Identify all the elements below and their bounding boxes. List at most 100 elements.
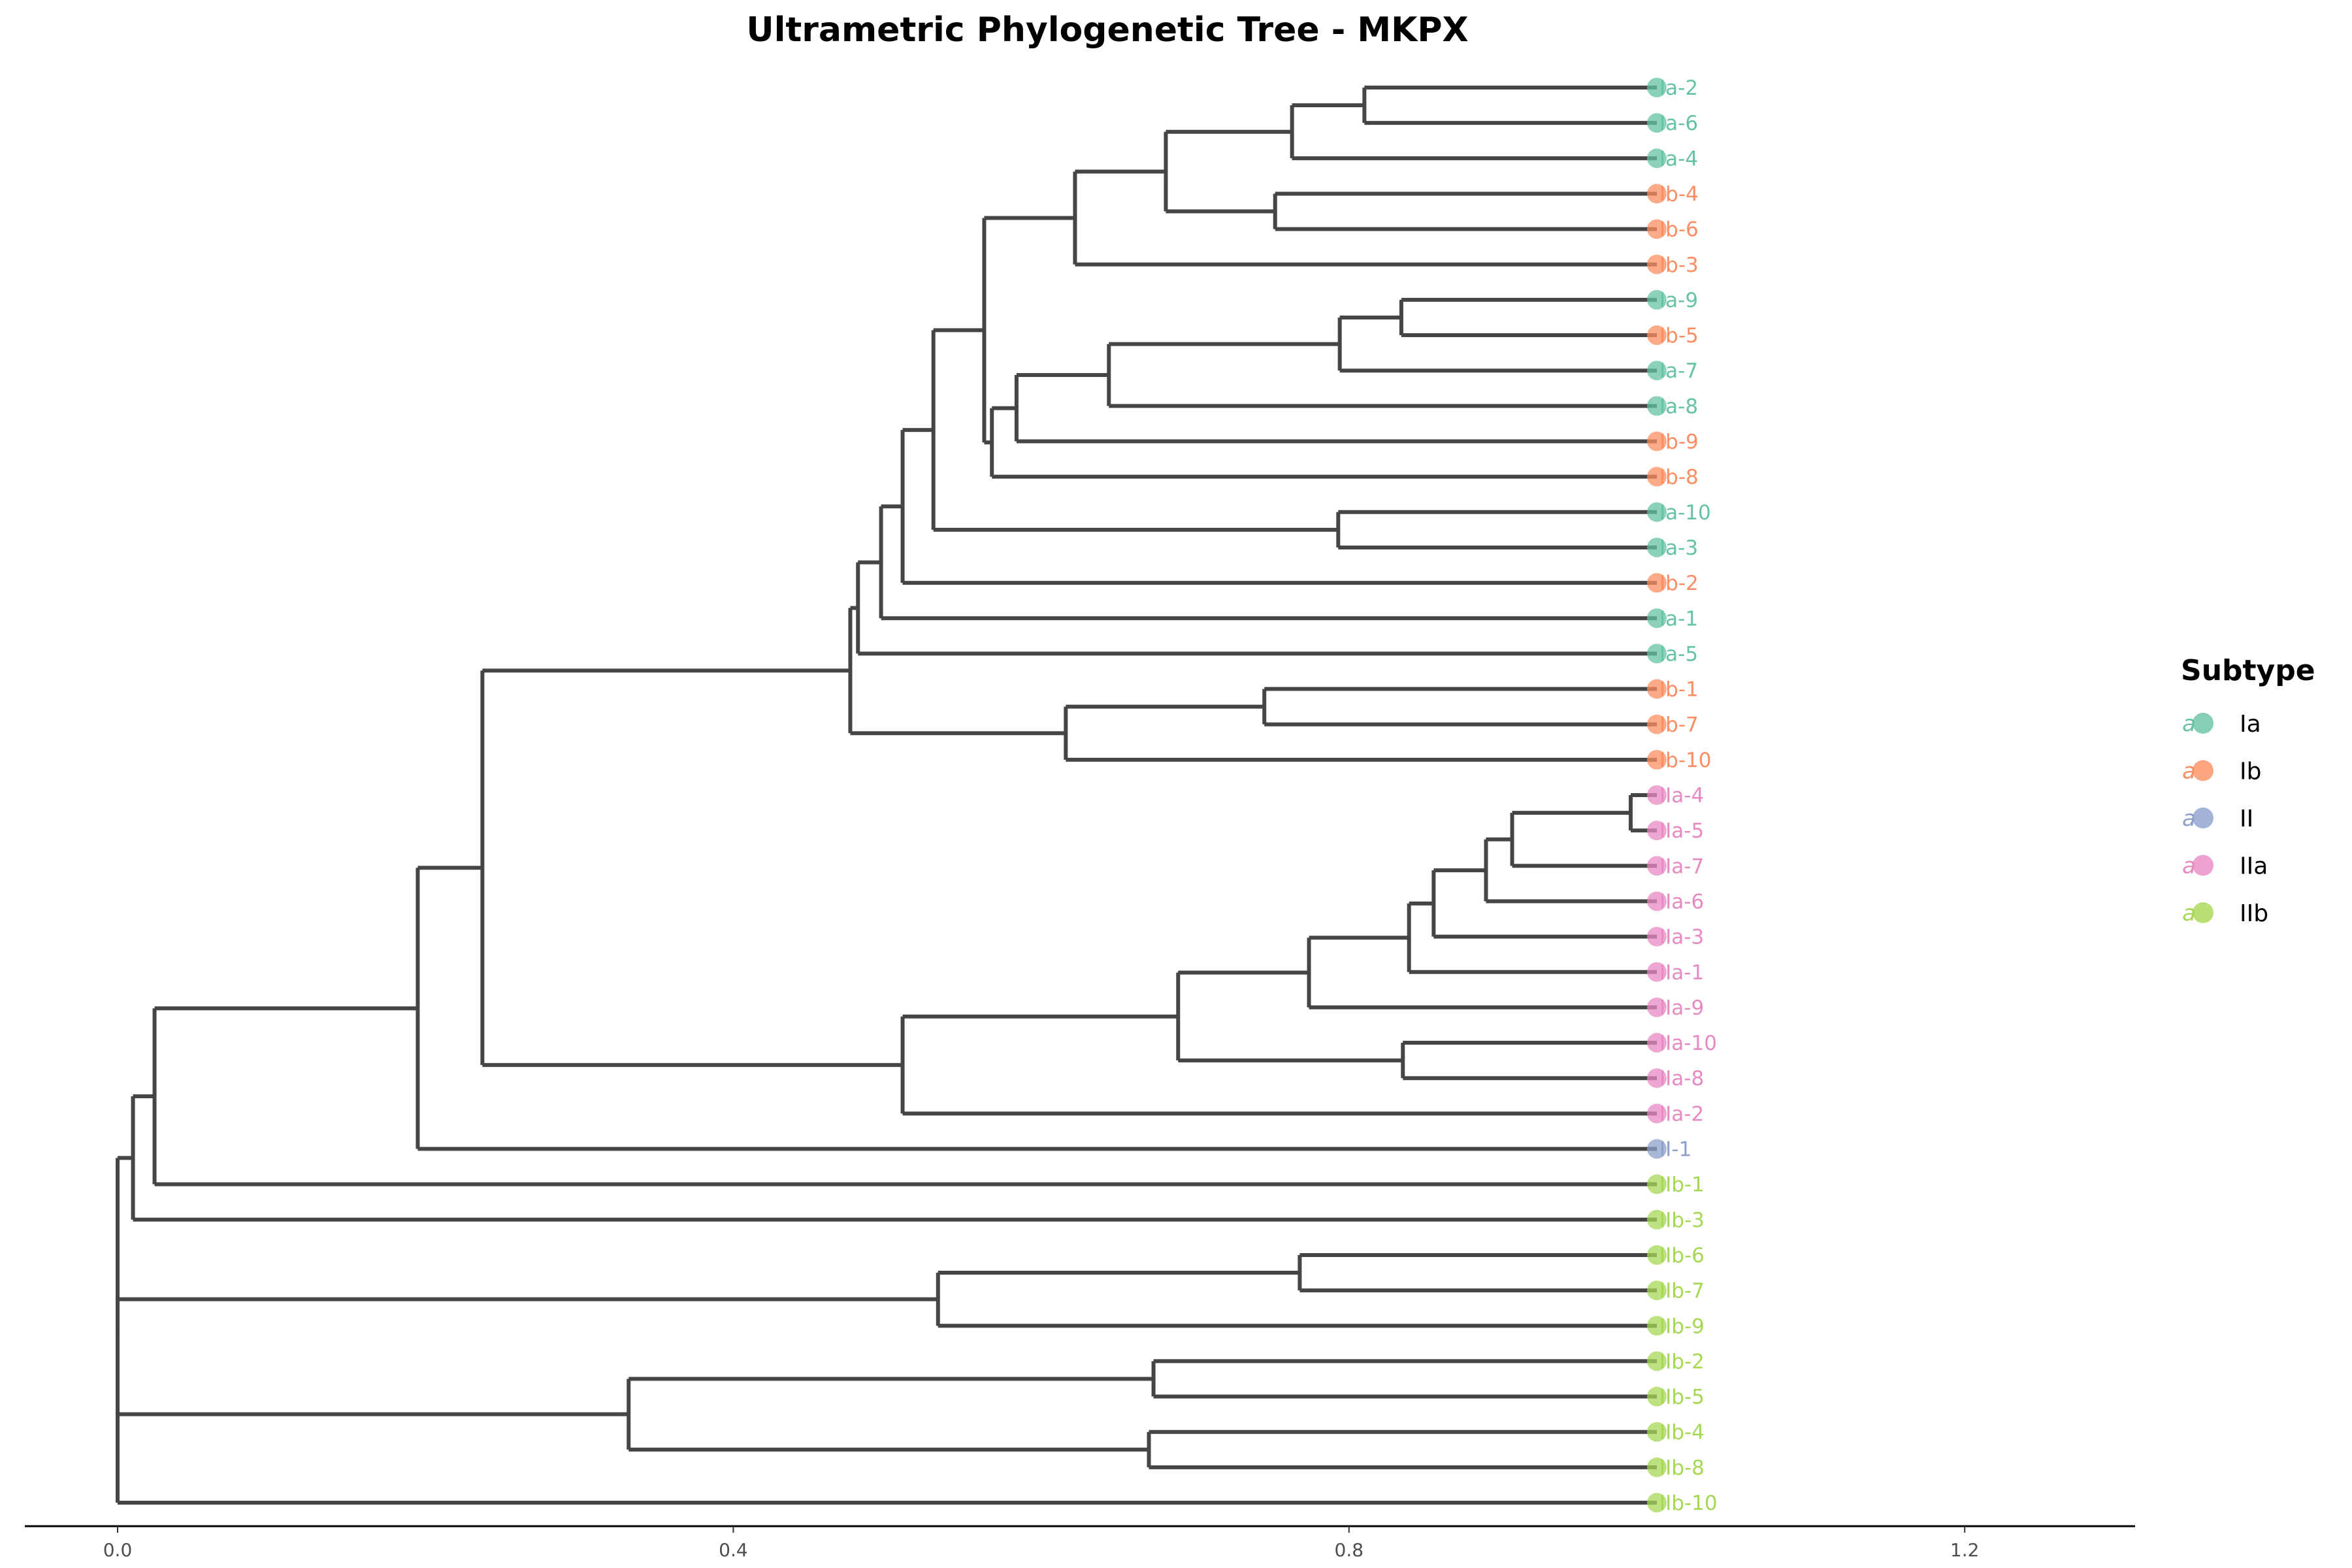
tip-label: Ia-1 [1659,607,1698,630]
x-tick-label: 0.8 [1335,1539,1364,1561]
tip-label: IIb-9 [1659,1315,1705,1338]
tip-label: IIb-6 [1659,1244,1705,1267]
legend-title: Subtype [2181,654,2315,687]
tip-marker [1647,537,1667,557]
tip-label: IIb-3 [1659,1209,1705,1232]
tip-label: IIa-4 [1659,784,1704,808]
tip-label: Ib-5 [1659,324,1699,348]
tip-marker [1647,573,1667,593]
tree-branches [116,86,1657,1505]
tip-label: IIb-5 [1659,1386,1705,1409]
tip-label: IIb-2 [1659,1350,1705,1373]
legend-entry-Ib: a Ib [2182,759,2261,785]
legend-label: IIa [2240,853,2268,880]
tip-marker [1647,644,1667,664]
tip-marker [1647,608,1667,629]
tip-marker [1647,502,1667,522]
chart-title: Ultrametric Phylogenetic Tree - MKPX [746,10,1468,50]
tip-label: Ia-10 [1659,501,1711,525]
tip-marker [1647,219,1667,239]
legend-entry-Ia: a Ia [2182,711,2261,738]
tip-marker [1647,1386,1667,1407]
tip-marker [1647,361,1667,381]
tip-label: IIa-9 [1659,996,1704,1020]
x-tick-label: 1.2 [1950,1539,1980,1561]
tip-label: II-1 [1659,1138,1691,1162]
tip-marker [1647,1209,1667,1230]
legend-label: IIb [2240,900,2268,927]
tip-label: IIa-7 [1659,855,1704,878]
tip-marker [1647,926,1667,947]
tip-marker [1647,714,1667,734]
tip-marker [1647,1245,1667,1265]
tip-marker [1647,1457,1667,1477]
tip-label: IIa-1 [1659,961,1704,985]
tip-label: Ib-4 [1659,182,1699,206]
x-tick-label: 0.0 [103,1539,133,1561]
tip-marker [1647,821,1667,841]
tip-marker [1647,1068,1667,1088]
tip-marker [1647,148,1667,169]
tip-label: Ia-5 [1659,642,1698,666]
tree-tips: Ia-2 Ia-6 Ia-4 Ib-4 Ib-6 Ib-3 Ia-9 Ib-5 Ia-7 Ia-8… [1647,76,1718,1515]
tip-label: IIb-10 [1659,1492,1718,1515]
tip-marker [1647,891,1667,911]
tip-label: Ib-7 [1659,713,1699,737]
tip-label: IIb-4 [1659,1421,1705,1445]
tip-marker [1647,856,1667,876]
tip-label: Ib-6 [1659,218,1699,242]
tip-marker [1647,1103,1667,1124]
x-tick-label: 0.4 [719,1539,748,1561]
legend-label: Ia [2240,711,2261,738]
tip-label: Ia-3 [1659,536,1698,560]
tip-label: IIa-5 [1659,819,1704,843]
legend-entry-IIb: a IIb [2182,900,2268,927]
tip-marker [1647,325,1667,346]
tip-marker [1647,997,1667,1017]
tip-marker [1647,184,1667,204]
tip-label: Ia-8 [1659,395,1698,418]
legend-glyph: a [2182,806,2196,832]
tip-marker [1647,289,1667,310]
tip-label: IIb-1 [1659,1173,1705,1197]
tip-label: IIa-6 [1659,890,1704,913]
legend-glyph: a [2182,853,2196,879]
legend-glyph: a [2182,900,2196,926]
tip-label: Ib-3 [1659,253,1699,277]
tip-marker [1647,254,1667,274]
legend-marker [2193,855,2213,876]
tip-marker [1647,962,1667,982]
legend-label: Ib [2240,759,2261,785]
tip-marker [1647,1316,1667,1336]
tip-marker [1647,113,1667,133]
tip-label: Ib-8 [1659,466,1699,489]
tip-marker [1647,78,1667,97]
tip-marker [1647,396,1667,416]
legend-glyph: a [2182,711,2196,737]
tip-label: Ia-9 [1659,289,1698,312]
legend-marker [2193,902,2213,923]
tip-marker [1647,1493,1667,1512]
tip-label: Ib-10 [1659,749,1711,772]
legend-glyph: a [2182,759,2196,785]
tip-label: IIa-8 [1659,1067,1704,1090]
legend-label: II [2240,806,2253,832]
tip-marker [1647,1422,1667,1442]
tip-label: Ib-9 [1659,431,1699,454]
tip-label: Ia-6 [1659,112,1698,135]
tip-label: Ia-2 [1659,76,1698,100]
legend-marker [2193,808,2213,828]
tip-marker [1647,1033,1667,1053]
tip-label: Ia-4 [1659,147,1698,171]
tip-label: Ib-1 [1659,678,1699,702]
tip-marker [1647,749,1667,770]
tip-label: IIb-8 [1659,1456,1705,1480]
legend-marker [2193,760,2213,781]
tip-marker [1647,1351,1667,1371]
x-axis: 0.0 0.4 0.8 1.2 [25,1525,2135,1561]
tip-label: Ib-2 [1659,572,1699,595]
tip-label: Ia-7 [1659,359,1698,383]
